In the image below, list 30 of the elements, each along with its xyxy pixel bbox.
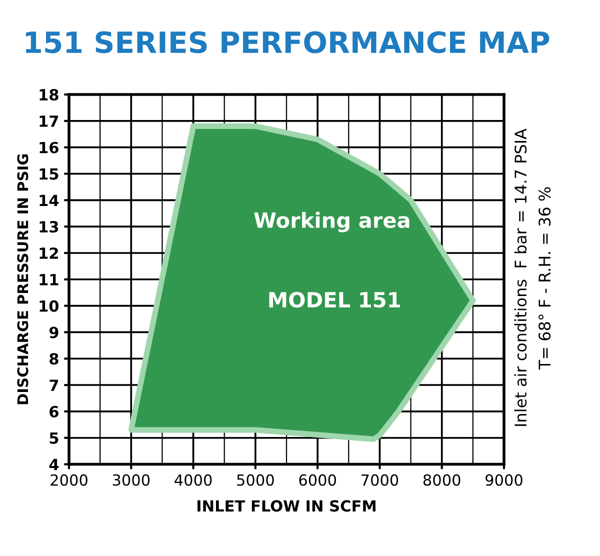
y-tick-label: 16 [40,142,58,154]
x-tick-label: 6000 [299,474,336,486]
y-tick-label: 8 [50,353,58,365]
y-tick-label: 17 [40,116,58,127]
annotation: MODEL 151 [269,292,400,308]
y-tick-label: 13 [40,221,58,233]
x-tick-label: 7000 [362,474,398,486]
y-axis-title: DISCHARGE PRESSURE IN PSIG [17,154,28,404]
y-tick-label: 6 [50,406,58,418]
y-tick-label: 14 [40,194,59,206]
text: Inlet air conditions F bar = 14.7 PSIA [514,128,527,426]
y-tick-label: 11 [40,274,58,286]
x-tick-label: 4000 [174,474,212,486]
x-axis-title: INLET FLOW IN SCFM [198,500,376,512]
x-tick-label: 2000 [50,474,88,486]
x-tick-label: 9000 [486,474,522,486]
y-tick-label: 5 [50,432,58,444]
x-tick-label: 3000 [112,474,150,486]
y-tick-label: 4 [49,458,59,470]
x-tick-label: 5000 [237,474,274,486]
y-tick-label: 7 [50,380,58,391]
y-tick-label: 9 [49,326,58,338]
y-tick-label: 15 [40,168,58,180]
y-tick-label: 10 [40,300,59,312]
annotation: Working area [254,212,410,232]
y-tick-label: 12 [40,247,58,259]
text: T= 68° F - R.H. = 36 % [538,187,551,370]
x-tick-label: 8000 [423,474,460,486]
chart-title: 151 SERIES PERFORMANCE MAP [26,31,550,54]
y-tick-label: 18 [40,88,58,101]
